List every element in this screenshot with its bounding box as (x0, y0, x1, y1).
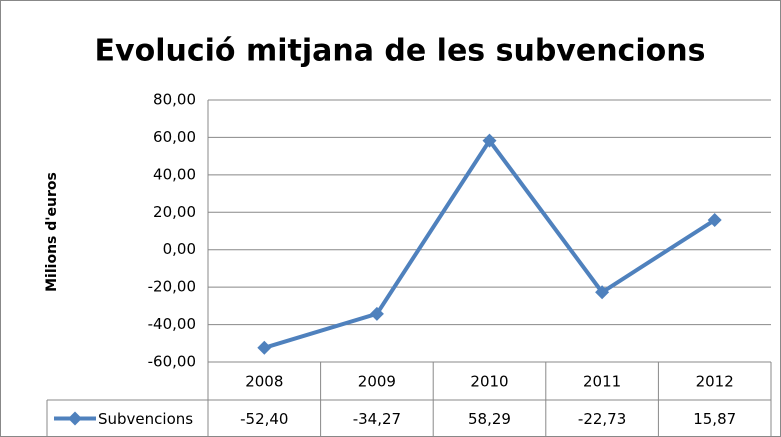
y-tick-label: -60,00 (148, 353, 196, 371)
marker (369, 306, 384, 321)
marker (482, 133, 497, 148)
x-tick-label: 2011 (583, 373, 621, 391)
data-table-value: -22,73 (578, 410, 626, 428)
x-tick-label: 2012 (696, 373, 734, 391)
x-tick-label: 2008 (245, 373, 283, 391)
y-tick-label: 60,00 (153, 128, 196, 146)
marker (595, 285, 610, 300)
data-table-value: 58,29 (468, 410, 511, 428)
data-table-value: 15,87 (693, 410, 736, 428)
data-table-value: -34,27 (353, 410, 401, 428)
legend-label: Subvencions (98, 410, 193, 428)
y-tick-label: -20,00 (148, 278, 196, 296)
y-tick-label: 40,00 (153, 165, 196, 183)
y-tick-label: 80,00 (153, 91, 196, 109)
chart-title: Evolució mitjana de les subvencions (95, 34, 706, 69)
x-tick-label: 2009 (358, 373, 396, 391)
y-axis-label: Milions d'euros (44, 172, 60, 292)
legend-marker (68, 411, 82, 426)
y-tick-label: 0,00 (163, 240, 196, 258)
x-tick-label: 2010 (470, 373, 508, 391)
data-table-value: -52,40 (240, 410, 288, 428)
marker (707, 213, 722, 228)
y-tick-label: -40,00 (148, 315, 196, 333)
marker (257, 340, 272, 355)
y-tick-label: 20,00 (153, 203, 196, 221)
